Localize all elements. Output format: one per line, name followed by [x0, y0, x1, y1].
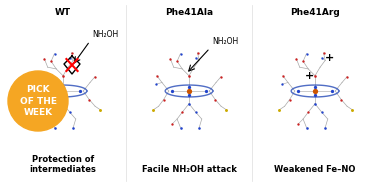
Text: Phe41Arg: Phe41Arg: [290, 8, 340, 17]
Text: Facile NH₂OH attack: Facile NH₂OH attack: [142, 165, 236, 174]
Circle shape: [8, 71, 68, 131]
Text: Protection of
intermediates: Protection of intermediates: [29, 155, 96, 174]
Text: PICK
OF THE
WEEK: PICK OF THE WEEK: [20, 85, 56, 117]
Text: +: +: [325, 53, 335, 63]
Text: WT: WT: [55, 8, 71, 17]
Text: Weakened Fe–NO: Weakened Fe–NO: [274, 165, 356, 174]
Text: Phe41Ala: Phe41Ala: [165, 8, 213, 17]
Text: NH₂OH: NH₂OH: [212, 37, 238, 46]
Text: NH₂OH: NH₂OH: [92, 30, 118, 39]
Text: +: +: [305, 71, 314, 81]
